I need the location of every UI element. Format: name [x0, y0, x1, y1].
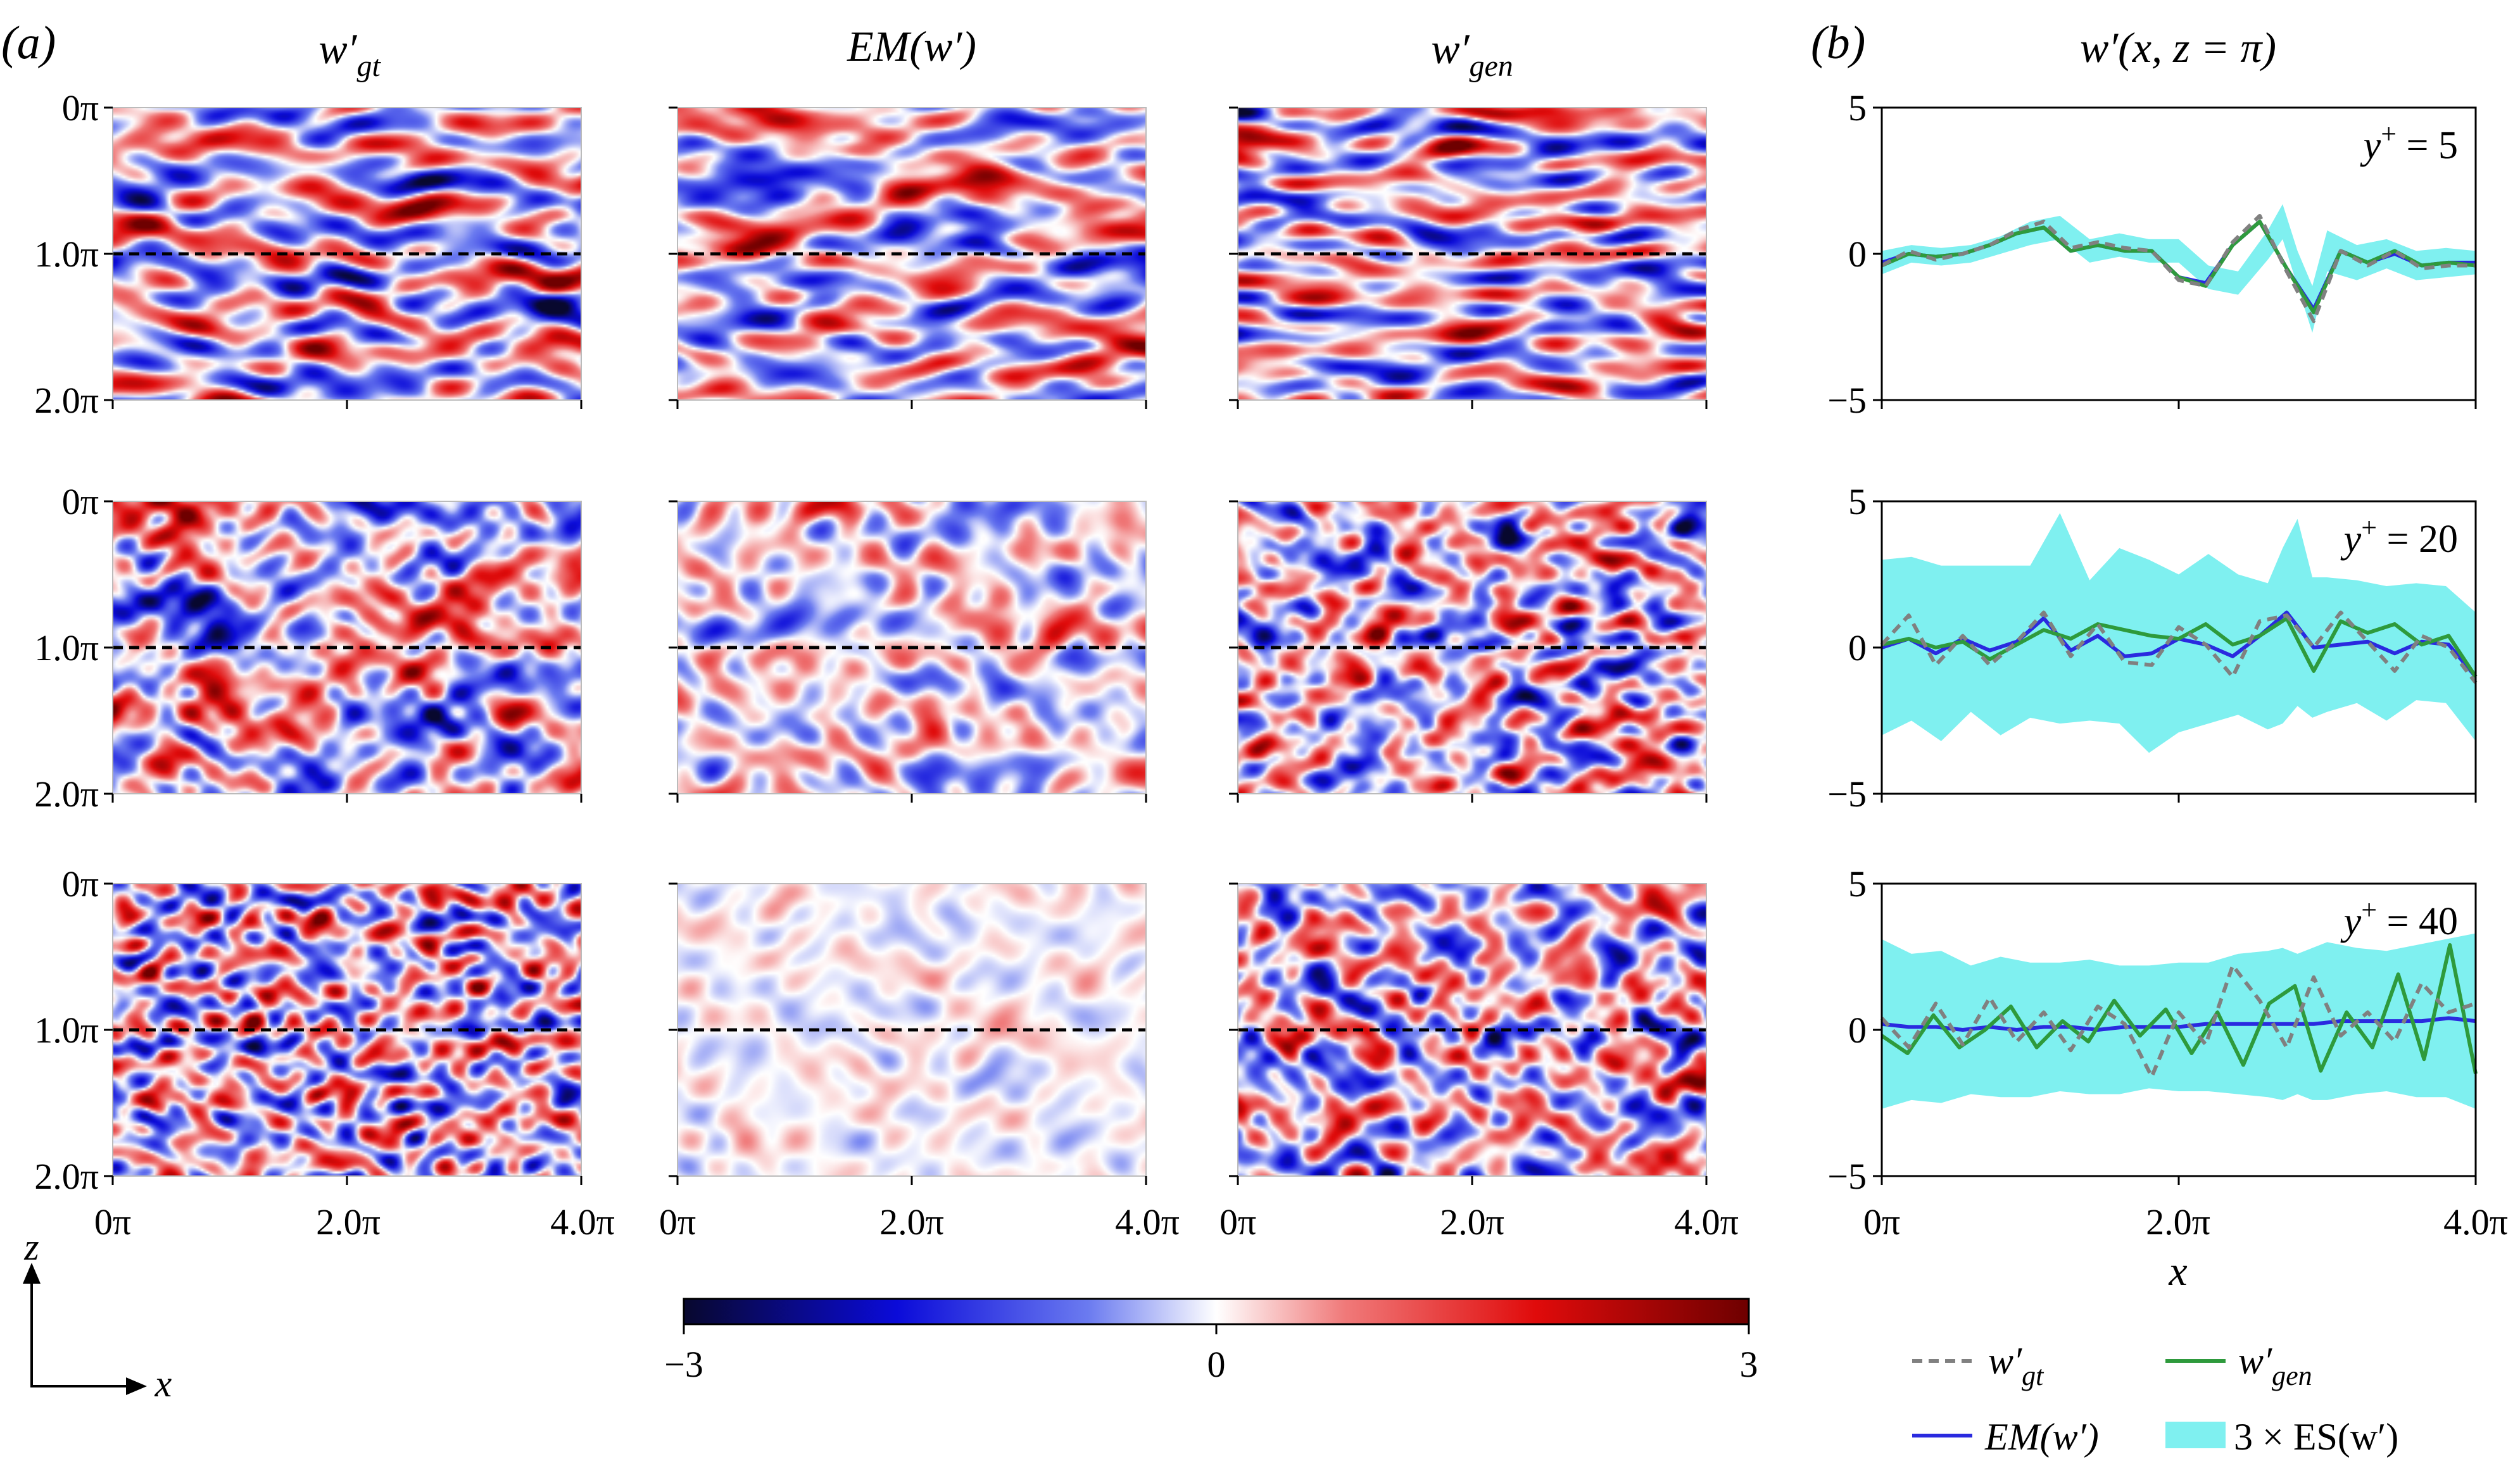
- y-tick-label: 5: [1848, 863, 1867, 905]
- heatmap-x-ticks: 0π 2.0π 4.0π 0π 2.0π 4.0π 0π 2.0π 4.0π: [94, 1201, 1739, 1243]
- series-gt-line: [1880, 963, 2476, 1079]
- heatmap-grid: 0π 1.0π 2.0π 0π 1.0π 2.0π 0π 1.0π 2.0π: [34, 87, 1708, 1197]
- series-gt-line: [1880, 610, 2478, 684]
- line-x-axis-labels: 0π 2.0π 4.0π x: [1863, 1201, 2508, 1294]
- legend-label-band: 3 × ES(w′): [2234, 1416, 2398, 1458]
- yplus-label: y+ = 5: [2360, 118, 2458, 167]
- z-arrow-label: z: [23, 1226, 39, 1268]
- legend-label-gen: w′gen: [2238, 1340, 2312, 1391]
- z-tick-label: 0π: [62, 863, 99, 905]
- x-tick-label: 2.0π: [1440, 1201, 1504, 1243]
- colorbar-tick-label: 3: [1740, 1344, 1758, 1385]
- line-x-tick-label: 4.0π: [2443, 1201, 2508, 1243]
- z-tick-label: 1.0π: [34, 1010, 99, 1051]
- y-tick-label: 0: [1848, 234, 1867, 275]
- col-title-gen: w′gen: [1431, 25, 1513, 83]
- line-subplot: 5 0 −5 y+ = 40: [1827, 863, 2478, 1197]
- series-gen-line: [1881, 943, 2478, 1074]
- line-x-tick-label: 2.0π: [2146, 1201, 2210, 1243]
- z-tick-label: 1.0π: [34, 234, 99, 275]
- x-tick-label: 0π: [659, 1201, 696, 1243]
- x-tick-label: 4.0π: [550, 1201, 615, 1243]
- col-title-em: EM(w′): [847, 22, 976, 70]
- series-gt-line: [1881, 213, 2476, 323]
- legend-label-gt: w′gt: [1988, 1340, 2044, 1391]
- x-tick-label: 4.0π: [1674, 1201, 1739, 1243]
- z-tick-label: 2.0π: [34, 380, 99, 421]
- line-x-axis-label: x: [2168, 1248, 2187, 1294]
- y-tick-label: 0: [1848, 1010, 1867, 1051]
- z-arrow-head: [23, 1263, 41, 1284]
- axis-arrows: z x: [23, 1226, 172, 1405]
- yplus-label: y+ = 20: [2340, 512, 2458, 561]
- x-tick-label: 0π: [94, 1201, 131, 1243]
- line-x-tick-label: 0π: [1863, 1201, 1900, 1243]
- legend-swatch-band: [2165, 1422, 2226, 1448]
- yplus-label: y+ = 40: [2340, 894, 2458, 943]
- y-tick-label: 0: [1848, 627, 1867, 668]
- col-title-gt: w′gt: [318, 25, 381, 83]
- x-arrow-label: x: [154, 1363, 172, 1405]
- colorbar-tick-label: −3: [664, 1344, 703, 1385]
- colorbar-gradient: [683, 1298, 1750, 1325]
- panel-label-a: (a): [1, 17, 56, 69]
- legend: w′gt w′gen EM(w′) 3 × ES(w′): [1912, 1340, 2398, 1458]
- legend-label-em: EM(w′): [1984, 1416, 2099, 1458]
- z-tick-label: 0π: [62, 481, 99, 522]
- line-subplot: 5 0 −5 y+ = 5: [1827, 87, 2477, 421]
- es-band: [1882, 513, 2476, 753]
- x-tick-label: 2.0π: [316, 1201, 381, 1243]
- y-tick-label: −5: [1827, 380, 1867, 421]
- z-tick-label: 2.0π: [34, 773, 99, 815]
- x-tick-label: 4.0π: [1115, 1201, 1180, 1243]
- y-tick-label: 5: [1848, 87, 1867, 128]
- panel-label-b: (b): [1811, 17, 1865, 69]
- y-tick-label: −5: [1827, 773, 1867, 815]
- es-band: [1882, 933, 2476, 1109]
- line-subplot: 5 0 −5 y+ = 20: [1827, 481, 2478, 815]
- line-charts: 5 0 −5 y+ = 5 5 0 −5 y+ = 20 5 0 −5 y+ = 40: [1827, 87, 2478, 1197]
- x-tick-label: 0π: [1219, 1201, 1256, 1243]
- line-chart-title: w′(x, z = π): [2080, 23, 2276, 72]
- es-band: [1882, 204, 2476, 333]
- colorbar: −3 0 3: [664, 1298, 1758, 1385]
- series-gen-line: [1881, 616, 2478, 678]
- x-tick-label: 2.0π: [879, 1201, 944, 1243]
- z-tick-label: 1.0π: [34, 627, 99, 668]
- z-tick-label: 2.0π: [34, 1156, 99, 1197]
- colorbar-tick-label: 0: [1207, 1344, 1226, 1385]
- y-tick-label: −5: [1827, 1156, 1867, 1197]
- y-tick-label: 5: [1848, 481, 1867, 522]
- z-tick-label: 0π: [62, 87, 99, 128]
- x-arrow-head: [126, 1377, 147, 1395]
